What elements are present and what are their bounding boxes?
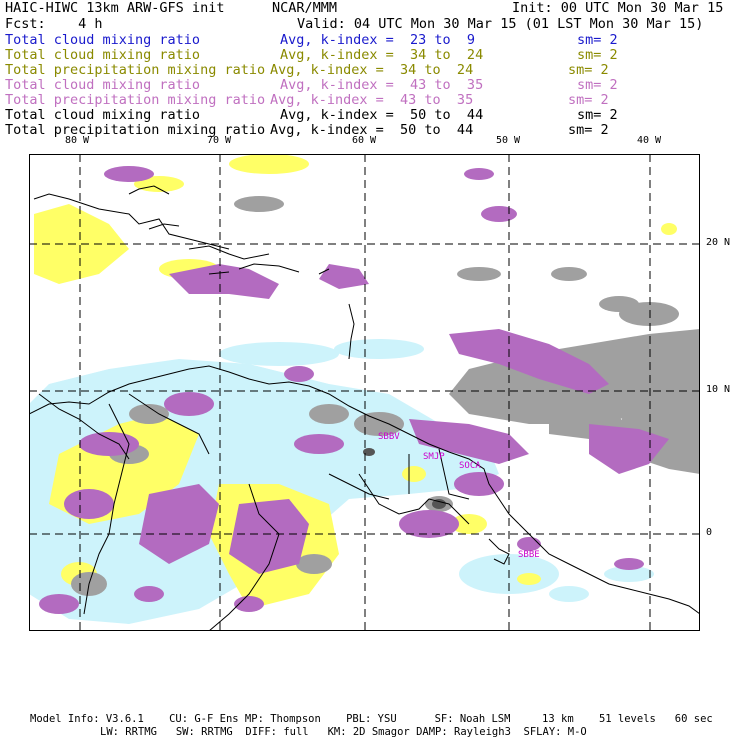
init-time: Init: 00 UTC Mon 30 Mar 15 — [512, 0, 724, 16]
field-name: Total cloud mixing ratio — [5, 77, 201, 93]
station-smjp: SMJP — [423, 452, 445, 462]
lat-label-10n: 10 N — [706, 384, 731, 395]
coastlines — [29, 185, 700, 631]
organization-label: NCAR/MMM — [272, 0, 338, 16]
field-name: Total precipitation mixing ratio — [5, 62, 266, 78]
lon-label-70w: 70 W — [207, 135, 232, 146]
field-smoothing: sm= 2 — [568, 122, 609, 138]
lon-label-60w: 60 W — [352, 135, 377, 146]
station-sbbv: SBBV — [378, 432, 400, 442]
field-name: Total precipitation mixing ratio — [5, 92, 266, 108]
purple-cloud-layer — [39, 166, 669, 614]
field-smoothing: sm= 2 — [577, 32, 618, 48]
weather-map — [29, 154, 700, 631]
model-info-line1: Model Info: V3.6.1 CU: G-F Ens MP: Thomp… — [30, 713, 713, 725]
lon-label-40w: 40 W — [637, 135, 662, 146]
field-avg: Avg, k-index = 50 to 44 — [280, 107, 484, 123]
model-title: HAIC-HIWC 13km ARW-GFS init — [5, 0, 225, 16]
forecast-hour: Fcst: 4 h — [5, 16, 103, 32]
field-smoothing: sm= 2 — [577, 77, 618, 93]
model-info-line2: LW: RRTMG SW: RRTMG DIFF: full KM: 2D Sm… — [100, 726, 587, 738]
field-avg: Avg, k-index = 34 to 24 — [280, 47, 484, 63]
lon-label-50w: 50 W — [496, 135, 521, 146]
field-avg: Avg, k-index = 43 to 35 — [270, 92, 474, 108]
field-smoothing: sm= 2 — [568, 92, 609, 108]
station-soca: SOCA — [459, 461, 481, 471]
field-smoothing: sm= 2 — [568, 62, 609, 78]
graticule — [29, 154, 700, 631]
field-smoothing: sm= 2 — [577, 47, 618, 63]
field-name: Total cloud mixing ratio — [5, 47, 201, 63]
field-name: Total cloud mixing ratio — [5, 107, 201, 123]
lat-label-20n: 20 N — [706, 237, 731, 248]
field-name: Total cloud mixing ratio — [5, 32, 201, 48]
map-canvas — [29, 154, 700, 631]
lat-label-0: 0 — [706, 527, 713, 538]
field-name: Total precipitation mixing ratio — [5, 122, 266, 138]
field-avg: Avg, k-index = 23 to 9 — [280, 32, 476, 48]
field-avg: Avg, k-index = 43 to 35 — [280, 77, 484, 93]
field-smoothing: sm= 2 — [577, 107, 618, 123]
lon-label-80w: 80 W — [65, 135, 90, 146]
field-avg: Avg, k-index = 34 to 24 — [270, 62, 474, 78]
valid-time: Valid: 04 UTC Mon 30 Mar 15 (01 LST Mon … — [297, 16, 704, 32]
field-avg: Avg, k-index = 50 to 44 — [270, 122, 474, 138]
station-sbbe: SBBE — [518, 550, 540, 560]
